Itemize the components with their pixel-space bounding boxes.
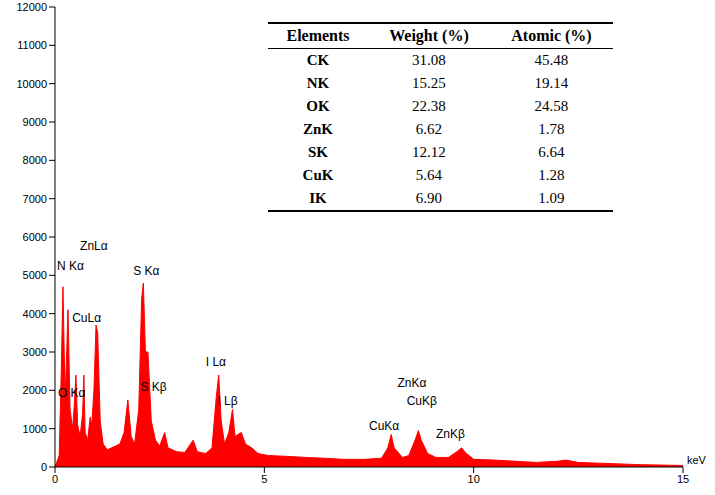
svg-text:10: 10 bbox=[468, 473, 480, 485]
svg-text:S Kα: S Kα bbox=[133, 264, 159, 278]
svg-text:0: 0 bbox=[41, 461, 47, 473]
svg-text:CuLα: CuLα bbox=[72, 311, 101, 325]
html-text:Atomic (%): Atomic (%) bbox=[511, 27, 592, 44]
svg-text:5000: 5000 bbox=[23, 269, 47, 281]
svg-text:8000: 8000 bbox=[23, 154, 47, 166]
svg-text:I Lα: I Lα bbox=[206, 355, 226, 369]
svg-text:10000: 10000 bbox=[16, 78, 47, 90]
svg-text:keV: keV bbox=[687, 454, 707, 466]
svg-text:12000: 12000 bbox=[16, 1, 47, 13]
svg-text:5: 5 bbox=[261, 473, 267, 485]
svg-text:ZnLα: ZnLα bbox=[80, 239, 108, 253]
html-text:6.90: 6.90 bbox=[415, 190, 443, 206]
html-text:CuK: CuK bbox=[302, 167, 334, 183]
html-text:1.09: 1.09 bbox=[538, 190, 565, 206]
html-text:NK: NK bbox=[306, 75, 330, 91]
html-text:CK: CK bbox=[306, 52, 330, 68]
html-text:22.38: 22.38 bbox=[412, 98, 446, 114]
svg-text:7000: 7000 bbox=[23, 193, 47, 205]
html-text:1.78: 1.78 bbox=[538, 121, 565, 137]
svg-text:O Kα: O Kα bbox=[58, 386, 86, 400]
html-text:19.14: 19.14 bbox=[534, 75, 569, 91]
svg-text:3000: 3000 bbox=[23, 346, 47, 358]
html-text:Elements: Elements bbox=[286, 27, 350, 44]
svg-text:ZnKα: ZnKα bbox=[397, 376, 426, 390]
html-text:45.48: 45.48 bbox=[534, 52, 569, 68]
svg-text:6000: 6000 bbox=[23, 231, 47, 243]
html-text:6.64: 6.64 bbox=[538, 144, 565, 160]
html-text:15.25: 15.25 bbox=[412, 75, 446, 91]
html-text:SK: SK bbox=[308, 144, 328, 160]
html-text:5.64: 5.64 bbox=[415, 167, 443, 183]
html-text:1.28: 1.28 bbox=[538, 167, 565, 183]
html-text:6.62: 6.62 bbox=[415, 121, 443, 137]
svg-text:1000: 1000 bbox=[23, 423, 47, 435]
svg-text:CuKβ: CuKβ bbox=[407, 394, 437, 408]
svg-text:4000: 4000 bbox=[23, 308, 47, 320]
html-text:24.58: 24.58 bbox=[534, 98, 569, 114]
html-text:12.12: 12.12 bbox=[412, 144, 446, 160]
svg-text:N Kα: N Kα bbox=[57, 259, 84, 273]
svg-text:CuKα: CuKα bbox=[369, 419, 399, 433]
html-text:OK: OK bbox=[306, 98, 330, 114]
html-text:IK: IK bbox=[309, 190, 327, 206]
svg-text:ZnKβ: ZnKβ bbox=[436, 427, 465, 441]
html-text:ZnK: ZnK bbox=[303, 121, 333, 137]
svg-text:S Kβ: S Kβ bbox=[140, 380, 166, 394]
html-text:Weight (%): Weight (%) bbox=[389, 27, 469, 44]
svg-text:I Lβ: I Lβ bbox=[217, 394, 237, 408]
svg-text:2000: 2000 bbox=[23, 384, 47, 396]
svg-text:11000: 11000 bbox=[17, 39, 47, 51]
svg-text:0: 0 bbox=[52, 473, 58, 485]
svg-text:9000: 9000 bbox=[23, 116, 47, 128]
svg-text:15: 15 bbox=[677, 473, 689, 485]
html-text:31.08: 31.08 bbox=[412, 52, 446, 68]
